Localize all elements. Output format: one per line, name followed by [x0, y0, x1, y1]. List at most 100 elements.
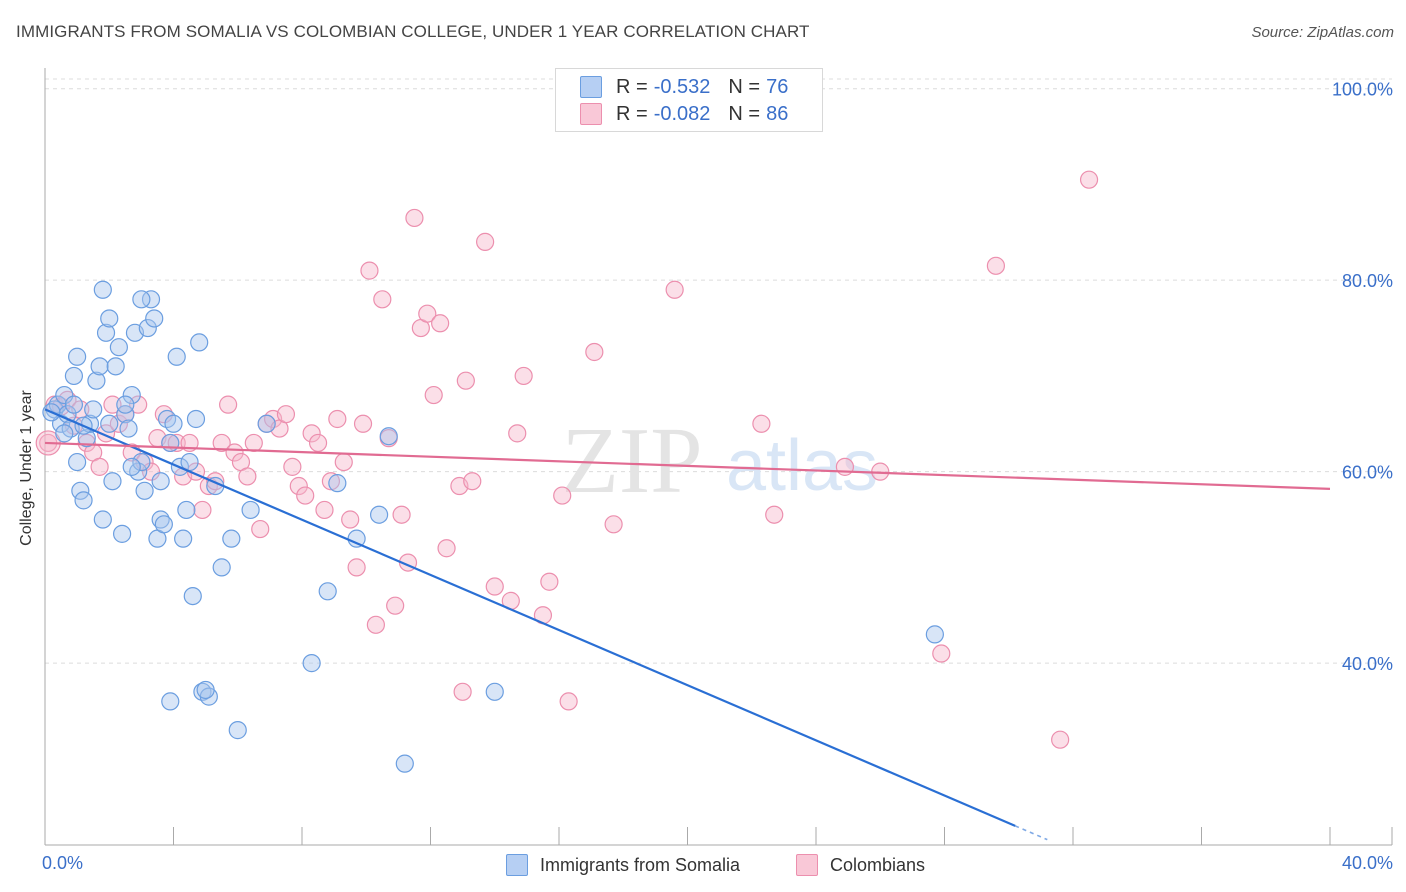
- data-point: [190, 333, 209, 352]
- data-point: [244, 433, 263, 453]
- data-point: [100, 309, 119, 328]
- data-point: [132, 290, 151, 309]
- data-point: [103, 472, 122, 491]
- data-point: [71, 481, 90, 500]
- data-point: [296, 486, 315, 505]
- data-point: [161, 433, 180, 453]
- watermark: ZIP atlas: [562, 409, 879, 513]
- data-point: [437, 539, 456, 558]
- data-point: [514, 366, 533, 386]
- data-point: [1051, 730, 1070, 749]
- data-point: [418, 304, 437, 323]
- data-point: [103, 395, 122, 414]
- legend-n-value: 86: [766, 102, 789, 125]
- data-point: [251, 519, 270, 539]
- data-point: [321, 472, 341, 491]
- bottom-legend-colombians: Colombians: [796, 852, 925, 878]
- data-point: [109, 338, 128, 357]
- data-point: [141, 290, 161, 309]
- data-point: [318, 582, 337, 601]
- data-point: [68, 347, 87, 366]
- legend-swatch-blue: [580, 76, 602, 98]
- legend-row-somalia: R = -0.532 N = 76: [580, 74, 788, 100]
- bottom-legend-swatch-blue: [506, 854, 528, 876]
- data-point: [540, 572, 559, 591]
- y-tick-label: 100.0%: [1332, 80, 1393, 100]
- data-point: [193, 500, 212, 520]
- legend-r-value: -0.532: [653, 75, 711, 98]
- data-point: [315, 500, 334, 520]
- data-point: [219, 395, 238, 414]
- data-point: [283, 457, 302, 476]
- colombians-trend-line: [44, 441, 1331, 490]
- data-point: [116, 395, 135, 414]
- data-point: [116, 405, 135, 424]
- data-point: [68, 452, 87, 472]
- data-point: [485, 682, 504, 701]
- chart-title: IMMIGRANTS FROM SOMALIA VS COLOMBIAN COL…: [16, 22, 810, 41]
- colombians-points: [35, 170, 1099, 749]
- legend-row-colombians: R = -0.082 N = 86: [580, 101, 788, 127]
- data-point: [174, 529, 193, 548]
- data-point: [90, 357, 109, 376]
- data-point: [765, 505, 784, 524]
- data-point: [559, 692, 578, 711]
- correlation-legend: R = -0.532 N = 76 R = -0.082 N = 86: [555, 68, 823, 132]
- tick-labels: 40.0% 60.0% 80.0% 100.0% 0.0% 40.0%: [42, 80, 1393, 873]
- data-point: [341, 510, 360, 529]
- data-point: [55, 385, 74, 405]
- data-point: [453, 682, 472, 701]
- data-point: [93, 280, 112, 299]
- data-point: [585, 342, 604, 362]
- bottom-legend-somalia: Immigrants from Somalia: [506, 852, 740, 878]
- data-point: [109, 414, 128, 433]
- bottom-legend-label-colombians: Colombians: [830, 854, 926, 875]
- data-point: [604, 515, 623, 534]
- data-point: [257, 414, 276, 433]
- data-point: [932, 644, 951, 663]
- data-point: [289, 476, 308, 496]
- data-point: [141, 462, 161, 481]
- data-point: [87, 371, 106, 390]
- watermark-zip: ZIP: [562, 409, 703, 513]
- data-point: [238, 467, 257, 486]
- data-point: [183, 586, 202, 606]
- axes: [44, 68, 1393, 846]
- data-point: [424, 385, 443, 405]
- data-point: [64, 395, 84, 414]
- data-point: [456, 371, 475, 390]
- data-point: [106, 357, 125, 376]
- data-point: [93, 510, 112, 529]
- data-point: [64, 366, 84, 386]
- data-point: [463, 472, 482, 491]
- data-point: [58, 405, 77, 424]
- data-point: [225, 443, 244, 462]
- data-point: [96, 323, 116, 342]
- watermark-atlas: atlas: [726, 426, 878, 506]
- data-point: [328, 474, 347, 493]
- data-point: [161, 692, 180, 711]
- data-point: [119, 419, 138, 438]
- data-point: [164, 414, 183, 433]
- y-tick-label: 80.0%: [1342, 271, 1393, 291]
- data-point: [405, 208, 424, 228]
- data-point: [151, 472, 170, 491]
- data-point: [431, 314, 450, 333]
- data-point: [986, 256, 1006, 275]
- data-point: [196, 680, 215, 700]
- data-point: [353, 414, 373, 433]
- data-point: [752, 414, 771, 433]
- data-point: [132, 452, 151, 472]
- legend-n-label: N =: [728, 102, 761, 125]
- legend-r-value: -0.082: [653, 102, 711, 125]
- data-point: [145, 309, 164, 328]
- data-point: [485, 577, 504, 596]
- legend-r-label: R =: [616, 102, 648, 125]
- x-tick-label: 0.0%: [42, 853, 83, 873]
- data-point: [77, 433, 96, 453]
- data-point: [135, 481, 154, 500]
- data-point: [925, 625, 944, 644]
- data-point: [55, 424, 74, 443]
- y-tick-label: 60.0%: [1342, 463, 1393, 483]
